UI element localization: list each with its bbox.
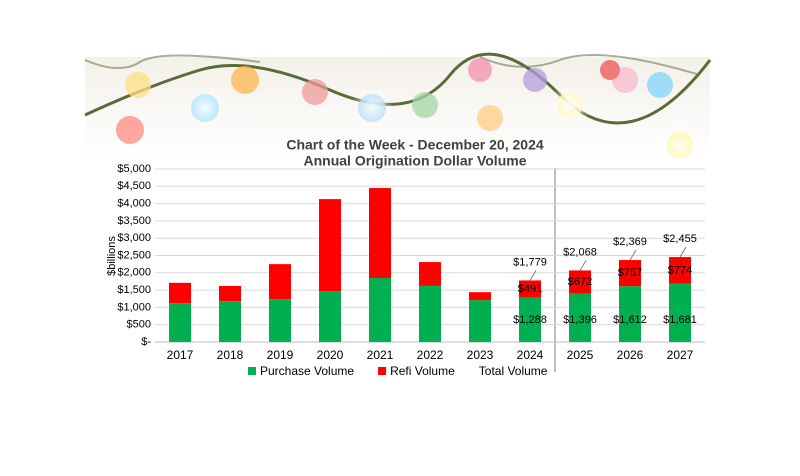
total-leader: [529, 270, 537, 281]
bar-segment: [169, 303, 191, 342]
bar-segment: [269, 299, 291, 342]
y-tick-label: $2,000: [117, 267, 151, 279]
x-tick-label: 2025: [567, 348, 594, 362]
x-tick-label: 2023: [467, 348, 494, 362]
y-tick-label: $500: [127, 319, 151, 331]
total-label: $2,455: [663, 233, 697, 245]
lights-banner: [84, 52, 712, 167]
total-leader: [679, 246, 687, 258]
x-tick-label: 2018: [217, 348, 244, 362]
legend-swatch: [248, 367, 256, 375]
bar-segment: [669, 257, 691, 284]
data-label: $1,288: [513, 314, 547, 326]
y-tick-label: $-: [141, 336, 151, 348]
bar-segment: [319, 291, 341, 342]
x-tick-label: 2017: [167, 348, 194, 362]
x-tick-label: 2024: [517, 348, 544, 362]
x-tick-label: 2020: [317, 348, 344, 362]
bar-segment: [669, 283, 691, 342]
bar-segment: [569, 270, 591, 294]
bar-segment: [369, 188, 391, 278]
data-label: $672: [568, 276, 592, 288]
y-tick-label: $4,000: [117, 198, 151, 210]
total-leader: [579, 260, 587, 271]
bar-segment: [319, 199, 341, 292]
bar-segment: [419, 262, 441, 286]
y-tick-label: $1,000: [117, 301, 151, 313]
data-label: $491: [518, 283, 542, 295]
data-label: $1,681: [663, 314, 697, 326]
bar-segment: [169, 282, 191, 304]
bar-segment: [469, 292, 491, 301]
bar-segment: [519, 297, 541, 342]
total-label: $2,369: [613, 236, 647, 248]
bar-segment: [269, 264, 291, 300]
bar-segment: [619, 260, 641, 287]
x-tick-label: 2027: [667, 348, 694, 362]
total-leader: [629, 249, 637, 261]
total-label: $1,779: [513, 256, 547, 268]
bar-segment: [469, 300, 491, 342]
legend-label: Refi Volume: [390, 364, 455, 378]
legend-label: Total Volume: [479, 364, 548, 378]
y-axis-label: $billions: [106, 236, 118, 276]
bar-segment: [219, 301, 241, 342]
y-tick-label: $3,500: [117, 215, 151, 227]
x-tick-label: 2026: [617, 348, 644, 362]
x-tick-label: 2021: [367, 348, 394, 362]
bar-segment: [619, 286, 641, 342]
y-tick-label: $4,500: [117, 180, 151, 192]
x-tick-label: 2019: [267, 348, 294, 362]
chart-subtitle: Annual Origination Dollar Volume: [304, 153, 527, 169]
legend-label: Purchase Volume: [260, 364, 354, 378]
bar-segment: [219, 285, 241, 302]
chart-title: Chart of the Week - December 20, 2024: [286, 137, 544, 153]
bar-segment: [419, 285, 441, 342]
x-tick-label: 2022: [417, 348, 444, 362]
data-label: $1,396: [563, 314, 597, 326]
data-label: $1,612: [613, 314, 647, 326]
y-tick-label: $2,500: [117, 249, 151, 261]
total-label: $2,068: [563, 246, 597, 258]
y-tick-label: $1,500: [117, 284, 151, 296]
y-tick-label: $3,000: [117, 232, 151, 244]
bar-segment: [369, 277, 391, 342]
data-label: $757: [618, 267, 642, 279]
data-label: $774: [668, 264, 692, 276]
legend-swatch: [378, 367, 387, 375]
bar-segment: [519, 280, 541, 298]
bar-segment: [569, 293, 591, 342]
y-tick-label: $5,000: [117, 163, 151, 175]
